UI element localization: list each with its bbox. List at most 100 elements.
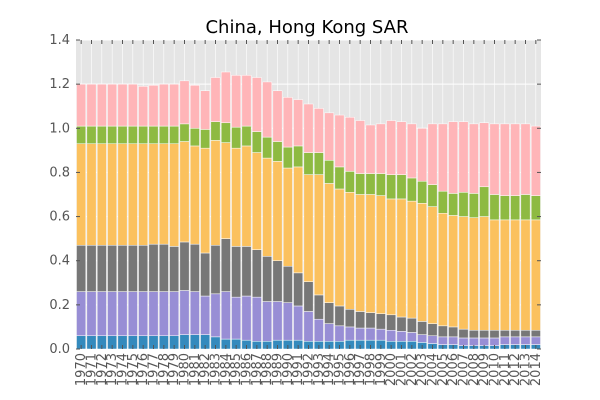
x-tick-label: 1991: [291, 353, 306, 386]
bar-segment-series-1: [530, 336, 541, 345]
bar-segment-series-3: [530, 219, 541, 331]
bar-segment-series-2: [158, 243, 169, 292]
x-tick-label: 2012: [508, 353, 523, 386]
bar-segment-series-1: [86, 291, 97, 337]
x-tick-label: 2001: [395, 353, 410, 386]
bar-segment-series-1: [200, 295, 211, 335]
bar-segment-series-1: [458, 337, 469, 346]
x-tick-label: 2004: [426, 353, 441, 386]
bar-segment-series-1: [344, 326, 355, 341]
bar-segment-series-4: [479, 186, 490, 217]
bar-segment-series-3: [241, 145, 252, 247]
x-tick-label: 1983: [209, 353, 224, 386]
bar-segment-series-5: [169, 83, 180, 127]
bar-segment-series-5: [417, 128, 428, 182]
bar-segment-series-2: [437, 325, 448, 338]
bar-segment-series-2: [396, 316, 407, 332]
bar-segment-series-5: [251, 77, 262, 132]
bar-segment-series-2: [479, 329, 490, 339]
bar-segment-series-2: [499, 329, 510, 338]
bar-segment-series-1: [76, 291, 87, 337]
bar-segment-series-4: [107, 125, 118, 144]
bar-segment-series-5: [148, 84, 159, 127]
bar-segment-series-1: [334, 325, 345, 342]
bar-segment-series-4: [210, 121, 221, 141]
bar-segment-series-2: [262, 256, 273, 302]
bar-segment-series-2: [138, 245, 149, 292]
bar-segment-series-2: [355, 311, 366, 329]
x-tick-label: 1996: [343, 353, 358, 386]
bar-segment-series-1: [468, 337, 479, 346]
x-tick-label: 2000: [384, 353, 399, 386]
bar-segment-series-3: [158, 143, 169, 245]
bar-segment-series-5: [313, 108, 324, 153]
x-tick-label: 1972: [95, 353, 110, 386]
x-tick-label: 2010: [488, 353, 503, 386]
bar-segment-series-4: [272, 141, 283, 162]
y-tick-label: 0.4: [49, 254, 70, 269]
bar-segment-series-3: [417, 203, 428, 322]
bar-segment-series-5: [117, 83, 128, 127]
x-tick-label: 2002: [405, 353, 420, 386]
bar-segment-series-5: [365, 124, 376, 174]
bar-segment-series-1: [293, 305, 304, 341]
bar-segment-series-2: [241, 246, 252, 297]
bar-segment-series-2: [127, 245, 138, 292]
bar-segment-series-4: [396, 174, 407, 200]
bar-segment-series-5: [107, 83, 118, 127]
bar-segment-series-2: [117, 245, 128, 292]
bar-segment-series-3: [86, 143, 97, 246]
bar-segment-series-5: [510, 123, 521, 196]
x-tick-label: 1977: [147, 353, 162, 386]
x-tick-label: 1999: [374, 353, 389, 386]
x-tick-label: 1995: [333, 353, 348, 386]
bar-segment-series-2: [313, 294, 324, 320]
bar-segment-series-5: [530, 125, 541, 196]
bar-segment-series-2: [303, 281, 314, 312]
bar-segment-series-4: [406, 177, 417, 202]
bar-segment-series-1: [396, 331, 407, 342]
x-tick-label: 1976: [136, 353, 151, 386]
bar-segment-series-3: [386, 198, 397, 316]
bar-segment-series-5: [262, 81, 273, 138]
axes-layer: 0.0 0.2 0.4 0.6 0.8 1.0 1.2 1.4 1970197119721973…: [49, 33, 544, 386]
x-tick-label: 2013: [519, 353, 534, 386]
bar-segment-series-1: [375, 328, 386, 341]
bar-segment-series-3: [293, 166, 304, 274]
bar-segment-series-2: [386, 314, 397, 331]
bar-segment-series-5: [282, 97, 293, 148]
bar-segment-series-1: [520, 336, 531, 345]
bar-segment-series-4: [417, 181, 428, 204]
bar-segment-series-3: [200, 147, 211, 254]
bar-segment-series-1: [262, 301, 273, 342]
bar-segment-series-2: [96, 245, 107, 292]
bar-segment-series-2: [334, 305, 345, 327]
bar-segment-series-3: [138, 143, 149, 246]
y-tick-label: 0.6: [49, 210, 70, 225]
x-tick-label: 1978: [157, 353, 172, 386]
bar-segment-series-2: [293, 272, 304, 307]
bar-segment-series-3: [499, 219, 510, 331]
bar-segment-series-3: [479, 216, 490, 331]
bar-segment-series-5: [76, 83, 87, 127]
bar-segment-series-2: [365, 312, 376, 329]
x-tick-label: 1993: [312, 353, 327, 386]
y-tick-label: 1.4: [49, 33, 70, 48]
bar-segment-series-5: [231, 75, 242, 128]
bar-segment-series-2: [417, 321, 428, 335]
bar-segment-series-3: [179, 141, 190, 243]
bar-segment-series-1: [96, 291, 107, 337]
bar-segment-series-4: [220, 122, 231, 143]
bar-segment-series-4: [138, 125, 149, 144]
bar-segment-series-4: [437, 190, 448, 214]
x-tick-label: 2005: [436, 353, 451, 386]
bar-segment-series-3: [510, 219, 521, 331]
bar-segment-series-4: [179, 123, 190, 142]
bar-segment-series-1: [138, 291, 149, 337]
bar-segment-series-2: [220, 238, 231, 292]
bar-segment-series-3: [231, 147, 242, 247]
bar-segment-series-1: [303, 311, 314, 342]
bar-segment-series-2: [169, 246, 180, 292]
bar-segment-series-3: [169, 143, 180, 247]
bar-segment-series-4: [96, 125, 107, 144]
